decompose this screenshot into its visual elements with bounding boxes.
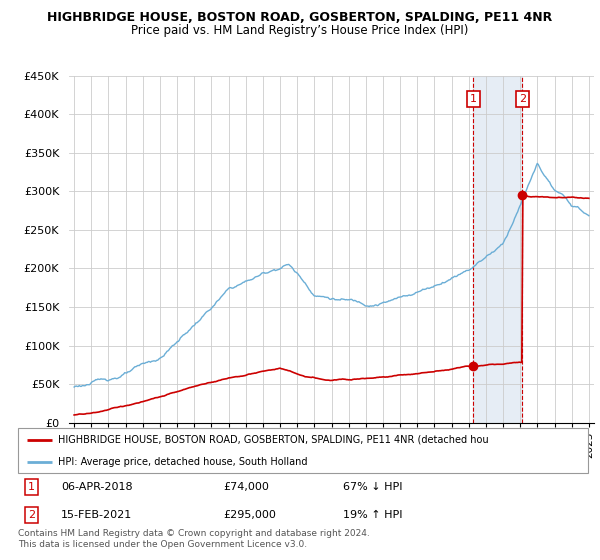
Text: 2: 2 xyxy=(519,94,526,104)
Text: Contains HM Land Registry data © Crown copyright and database right 2024.
This d: Contains HM Land Registry data © Crown c… xyxy=(18,529,370,549)
Text: 67% ↓ HPI: 67% ↓ HPI xyxy=(343,482,403,492)
Text: 15-FEB-2021: 15-FEB-2021 xyxy=(61,510,132,520)
Text: HIGHBRIDGE HOUSE, BOSTON ROAD, GOSBERTON, SPALDING, PE11 4NR (detached hou: HIGHBRIDGE HOUSE, BOSTON ROAD, GOSBERTON… xyxy=(58,435,488,445)
Text: 1: 1 xyxy=(28,482,35,492)
Text: 2: 2 xyxy=(28,510,35,520)
Bar xyxy=(473,76,522,423)
FancyBboxPatch shape xyxy=(18,428,588,473)
Text: 19% ↑ HPI: 19% ↑ HPI xyxy=(343,510,403,520)
Text: £295,000: £295,000 xyxy=(223,510,276,520)
Text: HIGHBRIDGE HOUSE, BOSTON ROAD, GOSBERTON, SPALDING, PE11 4NR: HIGHBRIDGE HOUSE, BOSTON ROAD, GOSBERTON… xyxy=(47,11,553,24)
Text: HPI: Average price, detached house, South Holland: HPI: Average price, detached house, Sout… xyxy=(58,457,307,467)
Text: 06-APR-2018: 06-APR-2018 xyxy=(61,482,133,492)
Text: Price paid vs. HM Land Registry’s House Price Index (HPI): Price paid vs. HM Land Registry’s House … xyxy=(131,24,469,36)
Text: 1: 1 xyxy=(470,94,477,104)
Text: £74,000: £74,000 xyxy=(223,482,269,492)
